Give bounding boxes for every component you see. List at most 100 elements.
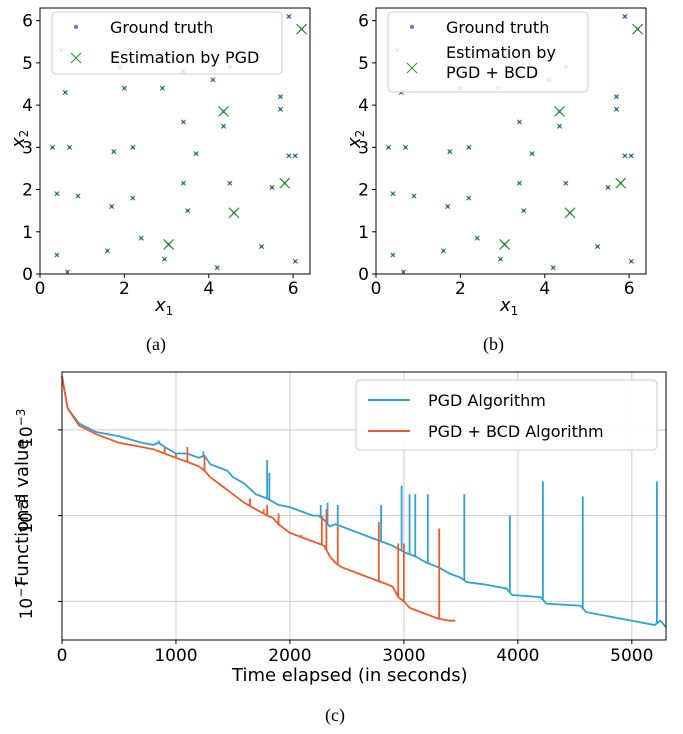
data-point [277,94,284,100]
estimation-x [66,144,73,150]
estimation-x [622,153,628,159]
data-point [111,149,117,155]
estimation-x [622,13,628,19]
data-point [613,94,620,100]
y-tick-label: 10−7 [14,580,37,619]
data-point [66,144,73,150]
data-point [516,119,522,125]
data-point [130,144,136,150]
estimation-x [138,235,144,241]
data-point [180,119,186,125]
x-axis-label-b: x1 [499,295,518,318]
data-point [622,153,628,159]
data-point [613,106,620,112]
estimation-x [440,248,447,254]
ticks-a: 0 2 4 6 0 1 2 3 4 5 6 [22,12,298,299]
caption-a: (a) [146,334,166,355]
data-point [605,184,611,190]
y-tick-label: 10−5 [14,494,37,533]
legend-ground-truth-marker-b [410,25,414,29]
legend-frame-c [355,379,658,451]
estimation-x [286,153,292,159]
estimation-x [214,265,220,271]
data-point [445,203,451,209]
y-tick-label: 10−3 [14,409,37,448]
estimation-x [159,85,165,91]
x-tick-label: 0 [57,646,68,666]
estimation-x [390,191,396,197]
data-point [466,195,472,201]
data-point [64,269,70,275]
estimation-x [550,265,556,271]
data-point [292,258,298,264]
data-point [54,252,60,258]
data-point [109,203,115,209]
estimation-x [111,149,117,155]
y-tick-label: 1 [358,223,369,243]
estimation-x [220,123,227,129]
data-point [628,258,634,264]
estimation-x [521,208,527,214]
estimation-x-large [499,239,511,250]
caption-b: (b) [483,334,504,355]
estimation-x [594,244,601,250]
x-axis-label-c: Time elapsed (in seconds) [231,665,468,686]
lines-c [61,376,667,628]
estimation-x [258,244,265,250]
data-point [75,193,81,199]
estimation-x [516,119,522,125]
x-tick-label: 1000 [154,646,197,666]
estimation-x [628,258,634,264]
legend-estimation-marker-b [406,62,418,74]
y-axis-label-c: Functional value [12,439,33,586]
estimation-x [613,94,620,100]
data-point [104,248,111,254]
data-point [210,77,216,83]
y-tick-label: 1 [22,223,33,243]
legend-estimation-marker-a [70,52,82,64]
x-tick-label: 2 [455,279,466,299]
x-axis-label-a: x1 [154,295,173,318]
estimation-x-large [615,177,627,189]
data-point [292,153,298,159]
estimation-x [227,180,233,186]
estimation-x [54,252,60,258]
x-tick-label: 0 [371,279,382,299]
estimation-x [193,151,199,157]
legend-frame-a [51,11,283,75]
y-tick-base: 10 [17,598,37,620]
data-point [563,180,569,186]
scatter-panel-a: 0 2 4 6 0 1 2 3 4 5 6 Ground truth Estimation by P… [8,7,311,355]
data-point [622,13,628,19]
data-point [62,89,68,95]
x-tick-label: 4 [539,279,550,299]
estimation-x-large [163,239,175,250]
y-tick-base: 10 [17,426,37,448]
data-point [516,180,522,186]
x-tick-label: 2 [119,279,130,299]
estimation-x [62,89,68,95]
data-point [529,151,535,157]
data-point [550,265,556,271]
data-point [138,235,144,241]
estimation-x [402,144,409,150]
data-point [269,184,275,190]
estimation-x [628,153,634,159]
y-axis-label-b: x2 [344,130,367,149]
estimation-x [447,149,453,155]
y-tick-label: 6 [358,12,369,32]
estimation-x [390,252,396,258]
legend-a: Ground truth Estimation by PGD [51,11,283,75]
scatter-panel-b: 0 2 4 6 0 1 2 3 4 5 6 Ground truth Estimation by P… [344,7,647,355]
estimation-x [516,180,522,186]
legend-estimation-a: Estimation by PGD [110,48,259,67]
estimation-x [75,193,81,199]
data-point [185,208,191,214]
legend-b: Ground truth Estimation by PGD + BCD [387,11,589,93]
y-tick-label: 4 [358,96,369,116]
estimation-x [556,123,563,129]
data-point [50,144,56,150]
data-point [220,123,227,129]
estimation-x [130,144,136,150]
